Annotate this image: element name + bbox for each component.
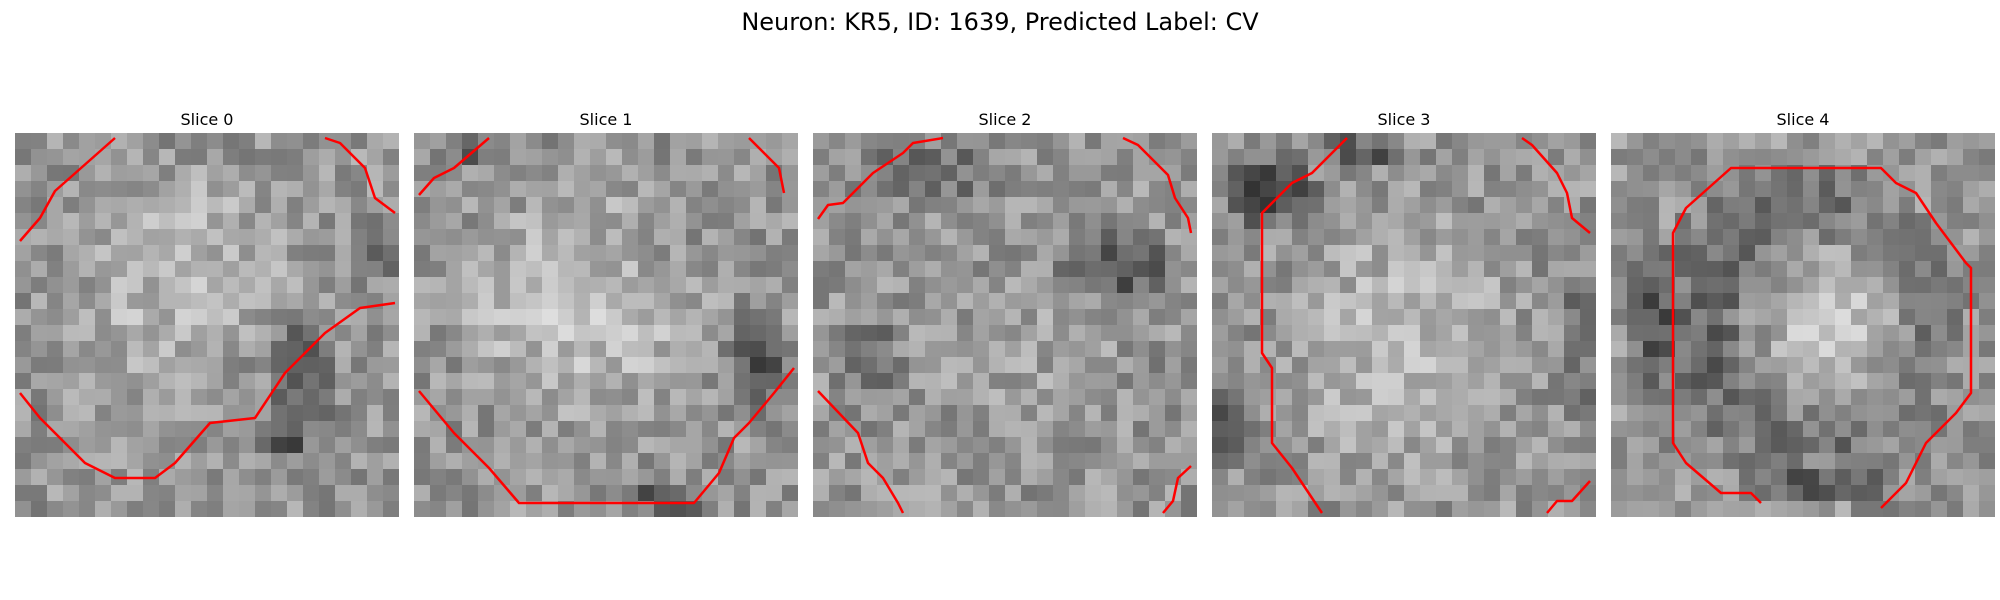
slice-0-title: Slice 0 (180, 110, 234, 129)
slice-2-title: Slice 2 (978, 110, 1032, 129)
slice-1-image (414, 133, 798, 517)
slice-4-contour (1671, 166, 1973, 509)
slice-2-contour-line-c (817, 390, 905, 514)
slice-1-contour (418, 137, 795, 505)
slice-1-contour-line-a (418, 137, 490, 196)
slice-1-grayscale (414, 133, 798, 517)
slice-0-contour-line-b (324, 136, 396, 214)
slice-0-contour (19, 136, 396, 480)
slice-4-grayscale (1611, 133, 1995, 517)
slice-0-contour-line-c (19, 301, 396, 480)
slice-1-contour-line-c (418, 367, 795, 505)
slice-3-contour (1260, 136, 1591, 514)
slice-4-image (1611, 133, 1995, 517)
slice-1-contour-line-b (748, 137, 786, 194)
slice-2-contour-line-d (1162, 465, 1192, 514)
slice-3-contour-line-a (1260, 137, 1348, 514)
slice-2-image (813, 133, 1197, 517)
slice-3-contour-line-c (1546, 480, 1591, 514)
slice-0-image (15, 133, 399, 517)
slice-4-title: Slice 4 (1776, 110, 1830, 129)
figure-title: Neuron: KR5, ID: 1639, Predicted Label: … (741, 8, 1259, 36)
slice-1-title: Slice 1 (579, 110, 633, 129)
slice-3-image (1212, 133, 1596, 517)
slice-4-contour-line-a (1671, 166, 1973, 509)
slice-3-contour-line-b (1521, 136, 1591, 234)
slice-2-contour (816, 136, 1193, 514)
slice-3-title: Slice 3 (1377, 110, 1431, 129)
slice-2-grayscale (813, 133, 1197, 517)
slice-0-contour-line-a (19, 137, 116, 242)
slice-2-contour-line-b (1122, 136, 1193, 234)
slice-3-grayscale (1212, 133, 1596, 517)
slice-2-contour-line-a (816, 136, 944, 220)
